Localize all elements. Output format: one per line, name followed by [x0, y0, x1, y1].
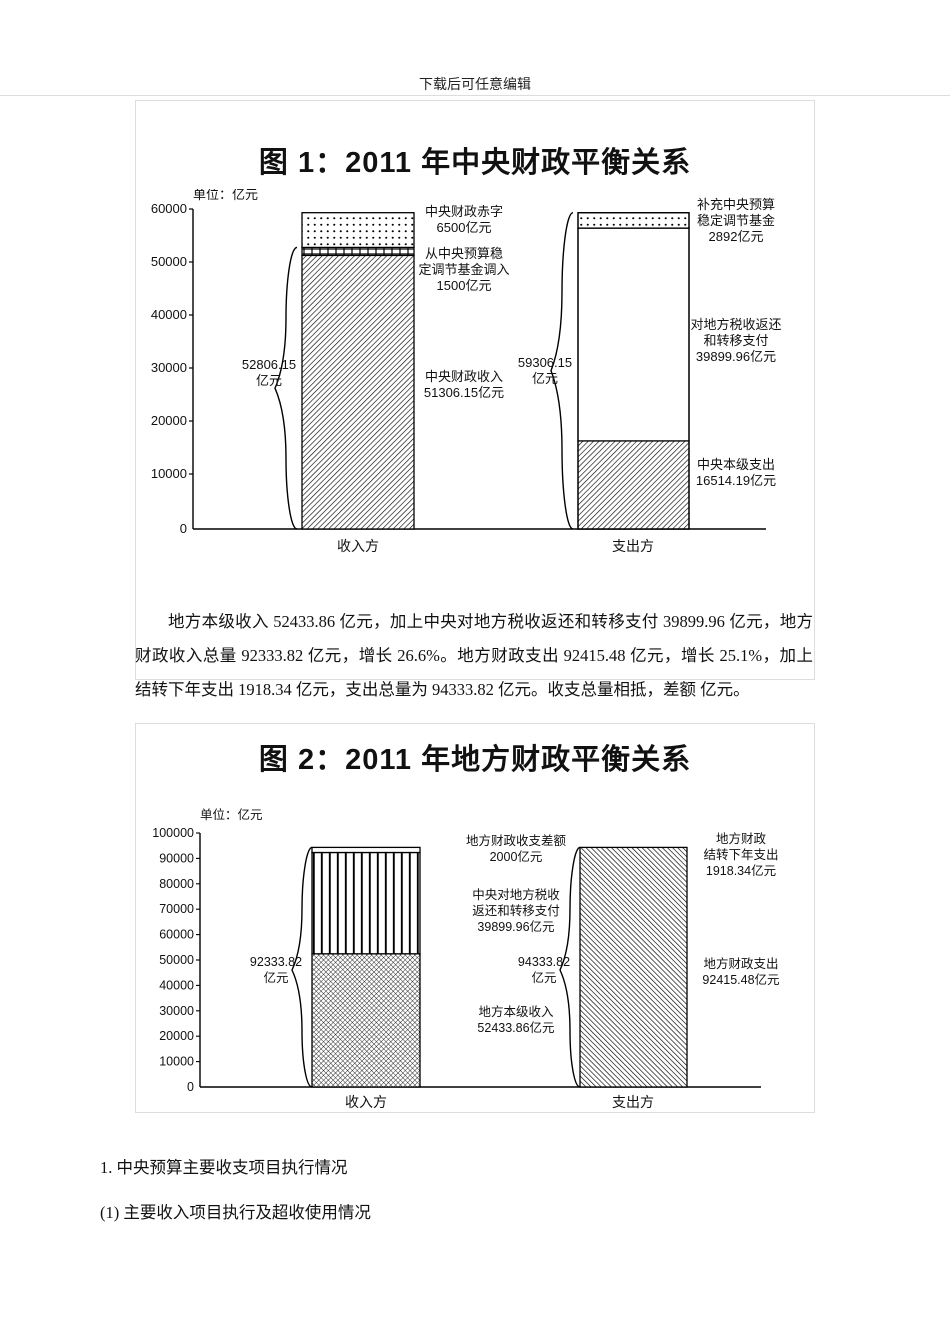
svg-text:20000: 20000: [159, 1029, 194, 1043]
svg-text:从中央预算稳: 从中央预算稳: [425, 246, 503, 261]
svg-text:图 2：2011 年地方财政平衡关系: 图 2：2011 年地方财政平衡关系: [259, 742, 691, 776]
svg-text:收入方: 收入方: [337, 538, 379, 554]
svg-text:地方财政: 地方财政: [716, 831, 767, 846]
svg-text:10000: 10000: [159, 1055, 194, 1069]
svg-text:返还和转移支付: 返还和转移支付: [472, 903, 560, 918]
svg-text:60000: 60000: [151, 201, 187, 216]
svg-text:和转移支付: 和转移支付: [703, 333, 768, 348]
svg-text:39899.96亿元: 39899.96亿元: [696, 349, 776, 364]
svg-text:中央财政收入: 中央财政收入: [425, 369, 503, 384]
svg-text:92415.48亿元: 92415.48亿元: [702, 972, 779, 987]
svg-text:支出方: 支出方: [612, 538, 654, 554]
svg-text:39899.96亿元: 39899.96亿元: [477, 919, 554, 934]
svg-text:0: 0: [187, 1080, 194, 1094]
svg-text:对地方税收返还: 对地方税收返还: [690, 317, 781, 332]
svg-text:52433.86亿元: 52433.86亿元: [477, 1020, 554, 1035]
svg-text:80000: 80000: [159, 877, 194, 891]
svg-text:收入方: 收入方: [345, 1094, 387, 1110]
svg-text:补充中央预算: 补充中央预算: [697, 197, 775, 212]
svg-text:亿元: 亿元: [263, 970, 288, 985]
svg-text:2000亿元: 2000亿元: [490, 849, 543, 864]
svg-text:100000: 100000: [152, 826, 194, 840]
svg-text:亿元: 亿元: [256, 373, 282, 388]
svg-text:94333.82: 94333.82: [518, 955, 570, 969]
svg-text:50000: 50000: [151, 254, 187, 269]
svg-text:6500亿元: 6500亿元: [437, 220, 492, 235]
svg-text:单位：亿元: 单位：亿元: [200, 807, 263, 822]
svg-text:30000: 30000: [159, 1004, 194, 1018]
svg-text:亿元: 亿元: [532, 371, 558, 386]
svg-text:结转下年支出: 结转下年支出: [703, 847, 778, 862]
svg-text:90000: 90000: [159, 851, 194, 865]
svg-text:1918.34亿元: 1918.34亿元: [706, 863, 776, 878]
svg-text:10000: 10000: [151, 466, 187, 481]
svg-text:50000: 50000: [159, 953, 194, 967]
svg-text:地方财政收支差额: 地方财政收支差额: [466, 833, 567, 848]
svg-text:地方本级收入: 地方本级收入: [478, 1004, 554, 1019]
svg-text:40000: 40000: [159, 978, 194, 992]
svg-text:支出方: 支出方: [612, 1094, 654, 1110]
svg-text:59306.15: 59306.15: [518, 355, 572, 370]
svg-text:40000: 40000: [151, 307, 187, 322]
svg-text:中央本级支出: 中央本级支出: [697, 457, 775, 472]
svg-text:1500亿元: 1500亿元: [437, 278, 492, 293]
svg-text:稳定调节基金: 稳定调节基金: [697, 213, 775, 228]
svg-text:30000: 30000: [151, 360, 187, 375]
svg-text:70000: 70000: [159, 902, 194, 916]
svg-text:16514.19亿元: 16514.19亿元: [696, 473, 776, 488]
svg-text:定调节基金调入: 定调节基金调入: [418, 262, 509, 277]
svg-text:2892亿元: 2892亿元: [709, 229, 764, 244]
svg-text:52806.15: 52806.15: [242, 357, 296, 372]
svg-text:60000: 60000: [159, 928, 194, 942]
svg-text:20000: 20000: [151, 413, 187, 428]
svg-text:0: 0: [180, 521, 187, 536]
svg-text:中央对地方税收: 中央对地方税收: [472, 887, 560, 902]
svg-text:92333.82: 92333.82: [250, 955, 302, 969]
svg-text:中央财政赤字: 中央财政赤字: [425, 204, 503, 219]
svg-text:亿元: 亿元: [531, 970, 556, 985]
svg-text:51306.15亿元: 51306.15亿元: [424, 385, 504, 400]
svg-text:地方财政支出: 地方财政支出: [703, 956, 778, 971]
svg-text:单位：亿元: 单位：亿元: [193, 189, 258, 202]
